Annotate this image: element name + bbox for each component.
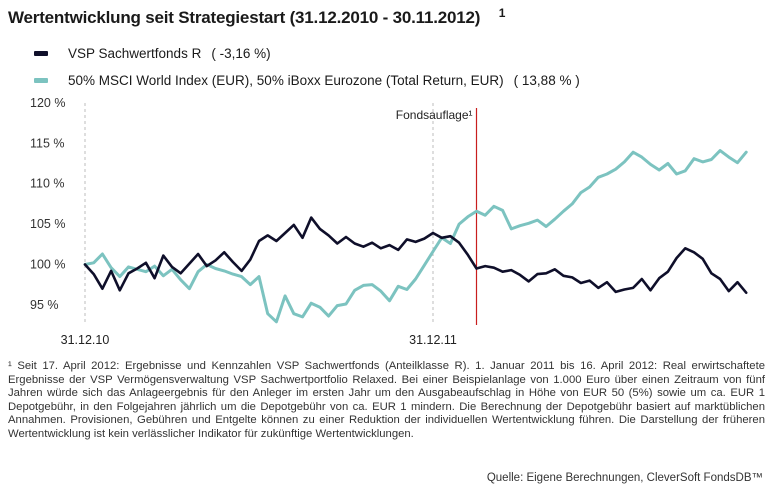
- y-tick-label: 100 %: [30, 257, 65, 271]
- x-tick-label: 31.12.11: [409, 333, 457, 347]
- msci-series-line: [83, 149, 748, 324]
- source-text: Quelle: Eigene Berechnungen, CleverSoft …: [486, 472, 763, 484]
- legend-label-msci: 50% MSCI World Index (EUR), 50% iBoxx Eu…: [68, 73, 504, 88]
- legend-swatch-vsp: [34, 51, 48, 56]
- legend-item-msci: 50% MSCI World Index (EUR), 50% iBoxx Eu…: [34, 73, 580, 88]
- y-tick-label: 105 %: [30, 217, 65, 231]
- fund-launch-label: Fondsauflage¹: [396, 108, 473, 122]
- chart-title-text: Wertentwicklung seit Strategiestart: [8, 8, 286, 27]
- legend-item-vsp: VSP Sachwertfonds R ( -3,16 %): [34, 46, 271, 61]
- y-tick-label: 110 %: [30, 177, 65, 191]
- footnote-text: ¹ Seit 17. April 2012: Ergebnisse und Ke…: [8, 360, 765, 440]
- chart-title: Wertentwicklung seit Strategiestart (31.…: [8, 6, 505, 28]
- legend-result-vsp: ( -3,16 %): [211, 46, 271, 61]
- legend-label-vsp: VSP Sachwertfonds R: [68, 46, 202, 61]
- y-tick-label: 95 %: [30, 298, 59, 312]
- line-chart: 120 % 115 % 110 % 105 % 100 % 95 % 31.12.10 31.…: [30, 96, 748, 347]
- legend-swatch-msci: [34, 78, 48, 83]
- chart-title-period: (31.12.2010 - 30.11.2012): [289, 8, 481, 27]
- vsp-series-line: [83, 216, 748, 294]
- y-tick-label: 120 %: [30, 96, 65, 110]
- x-tick-label: 31.12.10: [61, 333, 110, 347]
- footnote-marker: 1: [498, 6, 506, 20]
- legend-result-msci: ( 13,88 % ): [513, 73, 580, 88]
- y-tick-label: 115 %: [30, 136, 65, 150]
